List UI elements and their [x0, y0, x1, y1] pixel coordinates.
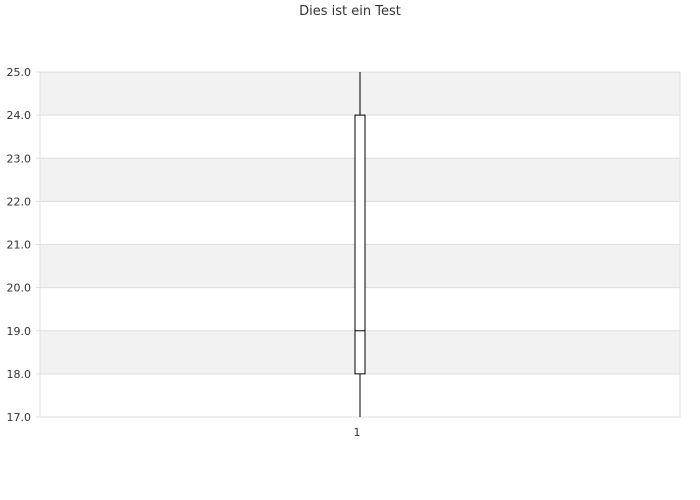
y-tick-label: 20.0: [7, 282, 32, 295]
y-tick-label: 23.0: [7, 152, 32, 165]
chart-title: Dies ist ein Test: [299, 4, 401, 19]
box-body: [354, 114, 366, 375]
x-tick-label: 1: [354, 426, 361, 439]
y-tick-label: 17.0: [7, 411, 32, 424]
y-tick-label: 22.0: [7, 195, 32, 208]
y-tick-label: 19.0: [7, 325, 32, 338]
y-tick-label: 25.0: [7, 66, 32, 79]
y-tick-label: 18.0: [7, 368, 32, 381]
y-tick-label: 21.0: [7, 239, 32, 252]
y-tick-label: 24.0: [7, 109, 32, 122]
